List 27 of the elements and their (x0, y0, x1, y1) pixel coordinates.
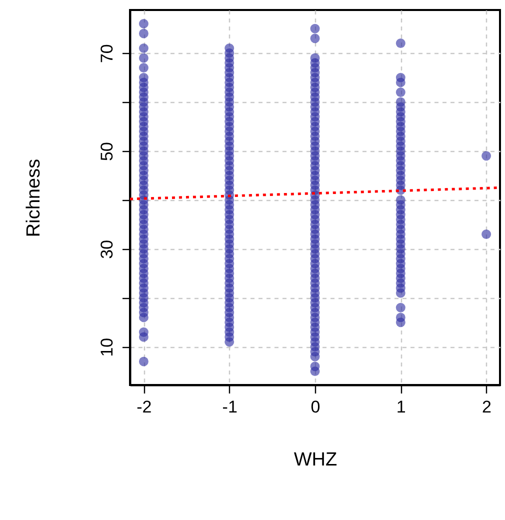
x-tick-label: 0 (310, 398, 320, 416)
y-tick-label: 10 (98, 338, 116, 357)
x-tick-label: -1 (222, 398, 238, 416)
point (138, 53, 148, 63)
point (138, 356, 148, 366)
point (396, 78, 406, 88)
y-axis-title: Richness (24, 158, 44, 238)
y-tick-label: 70 (98, 44, 116, 64)
point (138, 332, 148, 342)
point (396, 302, 406, 312)
point (396, 38, 406, 48)
point (138, 312, 148, 322)
point (138, 43, 148, 53)
point (482, 151, 492, 161)
point (138, 63, 148, 72)
y-tick-label: 30 (98, 240, 116, 259)
y-tick-label: 50 (98, 142, 116, 161)
x-tick-label: -2 (136, 398, 152, 416)
point (138, 18, 148, 28)
x-axis-title: WHZ (294, 450, 338, 470)
point (482, 229, 492, 239)
x-tick-label: 2 (482, 398, 492, 416)
x-tick-label: 1 (396, 398, 406, 416)
point (138, 28, 148, 38)
point (396, 318, 406, 328)
point (396, 88, 406, 97)
point (396, 288, 406, 298)
